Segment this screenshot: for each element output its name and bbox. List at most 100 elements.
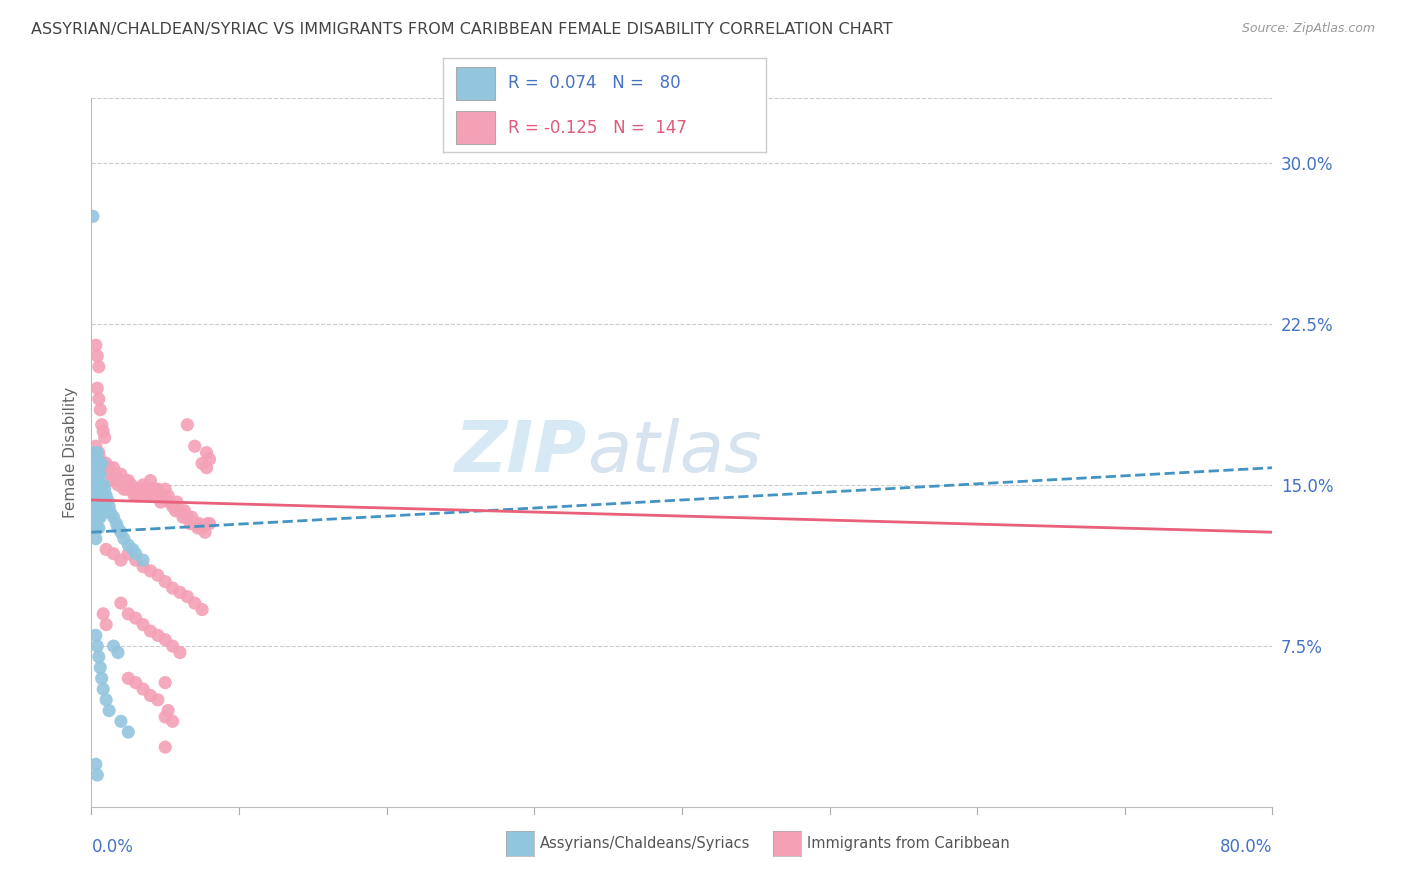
Point [188,516,211,531]
Point [91,607,114,621]
Point [96,542,118,557]
Point [162,581,184,595]
Point [87,446,110,460]
Point [162,639,184,653]
Point [114,474,136,488]
Point [139,689,162,703]
Point [120,478,142,492]
Point [118,482,141,496]
Point [117,538,139,552]
Point [117,547,139,561]
Point [84,500,107,514]
Point [90,457,112,471]
Point [86,489,108,503]
Point [89,660,111,674]
Point [110,714,132,729]
Point [87,489,110,503]
Point [121,482,143,496]
Point [124,675,148,690]
Point [89,402,111,417]
Point [183,516,207,531]
Point [146,693,169,707]
Point [96,489,118,503]
Point [132,478,155,492]
Point [93,500,115,514]
Point [153,675,177,690]
Point [107,521,129,535]
Point [100,467,122,482]
Point [124,553,148,567]
Point [162,500,184,514]
Point [93,431,115,445]
Point [124,482,148,496]
Point [149,495,172,509]
Point [176,590,198,604]
Point [121,542,143,557]
Point [105,474,128,488]
Point [90,478,112,492]
Point [129,489,152,503]
Point [141,482,163,496]
Point [135,482,157,496]
Point [83,478,105,492]
Point [191,457,214,471]
Point [86,349,108,363]
Point [103,639,125,653]
Point [96,617,118,632]
Point [87,478,110,492]
Point [84,439,107,453]
Point [111,478,134,492]
Point [134,489,156,503]
Point [191,602,214,616]
Point [98,704,121,718]
Point [138,482,160,496]
Point [91,478,114,492]
Point [83,457,105,471]
Point [183,439,207,453]
Point [180,510,202,524]
Point [82,489,104,503]
Point [90,457,112,471]
Point [84,338,107,352]
Point [83,467,105,482]
Point [153,482,177,496]
Point [150,489,173,503]
Point [183,596,207,610]
Point [139,564,162,578]
Point [197,516,219,531]
Point [86,478,108,492]
Point [89,510,111,524]
Point [84,478,107,492]
Point [153,632,177,647]
Point [82,210,104,224]
Point [117,607,139,621]
Point [86,639,108,653]
Point [84,467,107,482]
Point [91,681,114,696]
Point [153,574,177,589]
Text: atlas: atlas [588,418,762,487]
Point [107,478,129,492]
Point [112,532,135,546]
Point [153,740,177,755]
Point [117,671,139,685]
Point [83,510,105,524]
Point [165,504,187,518]
Point [194,525,217,540]
Point [87,359,110,374]
Y-axis label: Female Disability: Female Disability [62,387,77,518]
Point [82,467,104,482]
Point [157,704,180,718]
Point [82,446,104,460]
Point [132,681,155,696]
Point [179,516,201,531]
Point [195,446,218,460]
Point [157,489,180,503]
Point [83,500,105,514]
Point [145,489,167,503]
Point [146,628,169,642]
Point [108,474,131,488]
Point [84,532,107,546]
Text: R = -0.125   N =  147: R = -0.125 N = 147 [508,120,686,137]
Point [110,553,132,567]
